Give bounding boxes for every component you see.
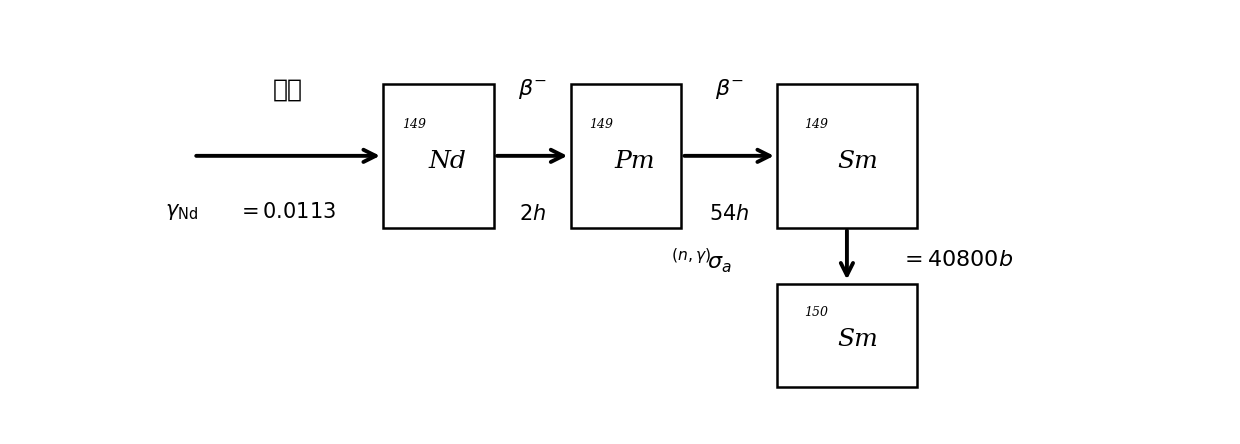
Bar xyxy=(777,84,916,228)
Text: $\beta^{-}$: $\beta^{-}$ xyxy=(715,77,744,101)
Text: Nd: Nd xyxy=(428,150,466,173)
Text: 149: 149 xyxy=(805,118,828,131)
Bar xyxy=(383,84,494,228)
Text: 149: 149 xyxy=(402,118,427,131)
Text: $^{(n,\gamma)}\!\sigma_a$: $^{(n,\gamma)}\!\sigma_a$ xyxy=(671,246,732,274)
Text: 149: 149 xyxy=(589,118,614,131)
Text: Sm: Sm xyxy=(838,150,878,173)
Bar xyxy=(570,84,681,228)
Text: Pm: Pm xyxy=(614,150,655,173)
Bar xyxy=(777,284,916,387)
Text: $= 0.0113$: $= 0.0113$ xyxy=(237,202,336,222)
Text: $\gamma_{\mathrm{Nd}}$: $\gamma_{\mathrm{Nd}}$ xyxy=(165,202,197,222)
Text: $54h$: $54h$ xyxy=(709,204,750,224)
Text: $\beta^{-}$: $\beta^{-}$ xyxy=(518,77,547,101)
Text: 裂变: 裂变 xyxy=(273,77,303,101)
Text: $2h$: $2h$ xyxy=(520,204,546,224)
Text: $= 40800b$: $= 40800b$ xyxy=(900,249,1013,271)
Text: Sm: Sm xyxy=(838,328,878,351)
Text: 150: 150 xyxy=(805,306,828,319)
